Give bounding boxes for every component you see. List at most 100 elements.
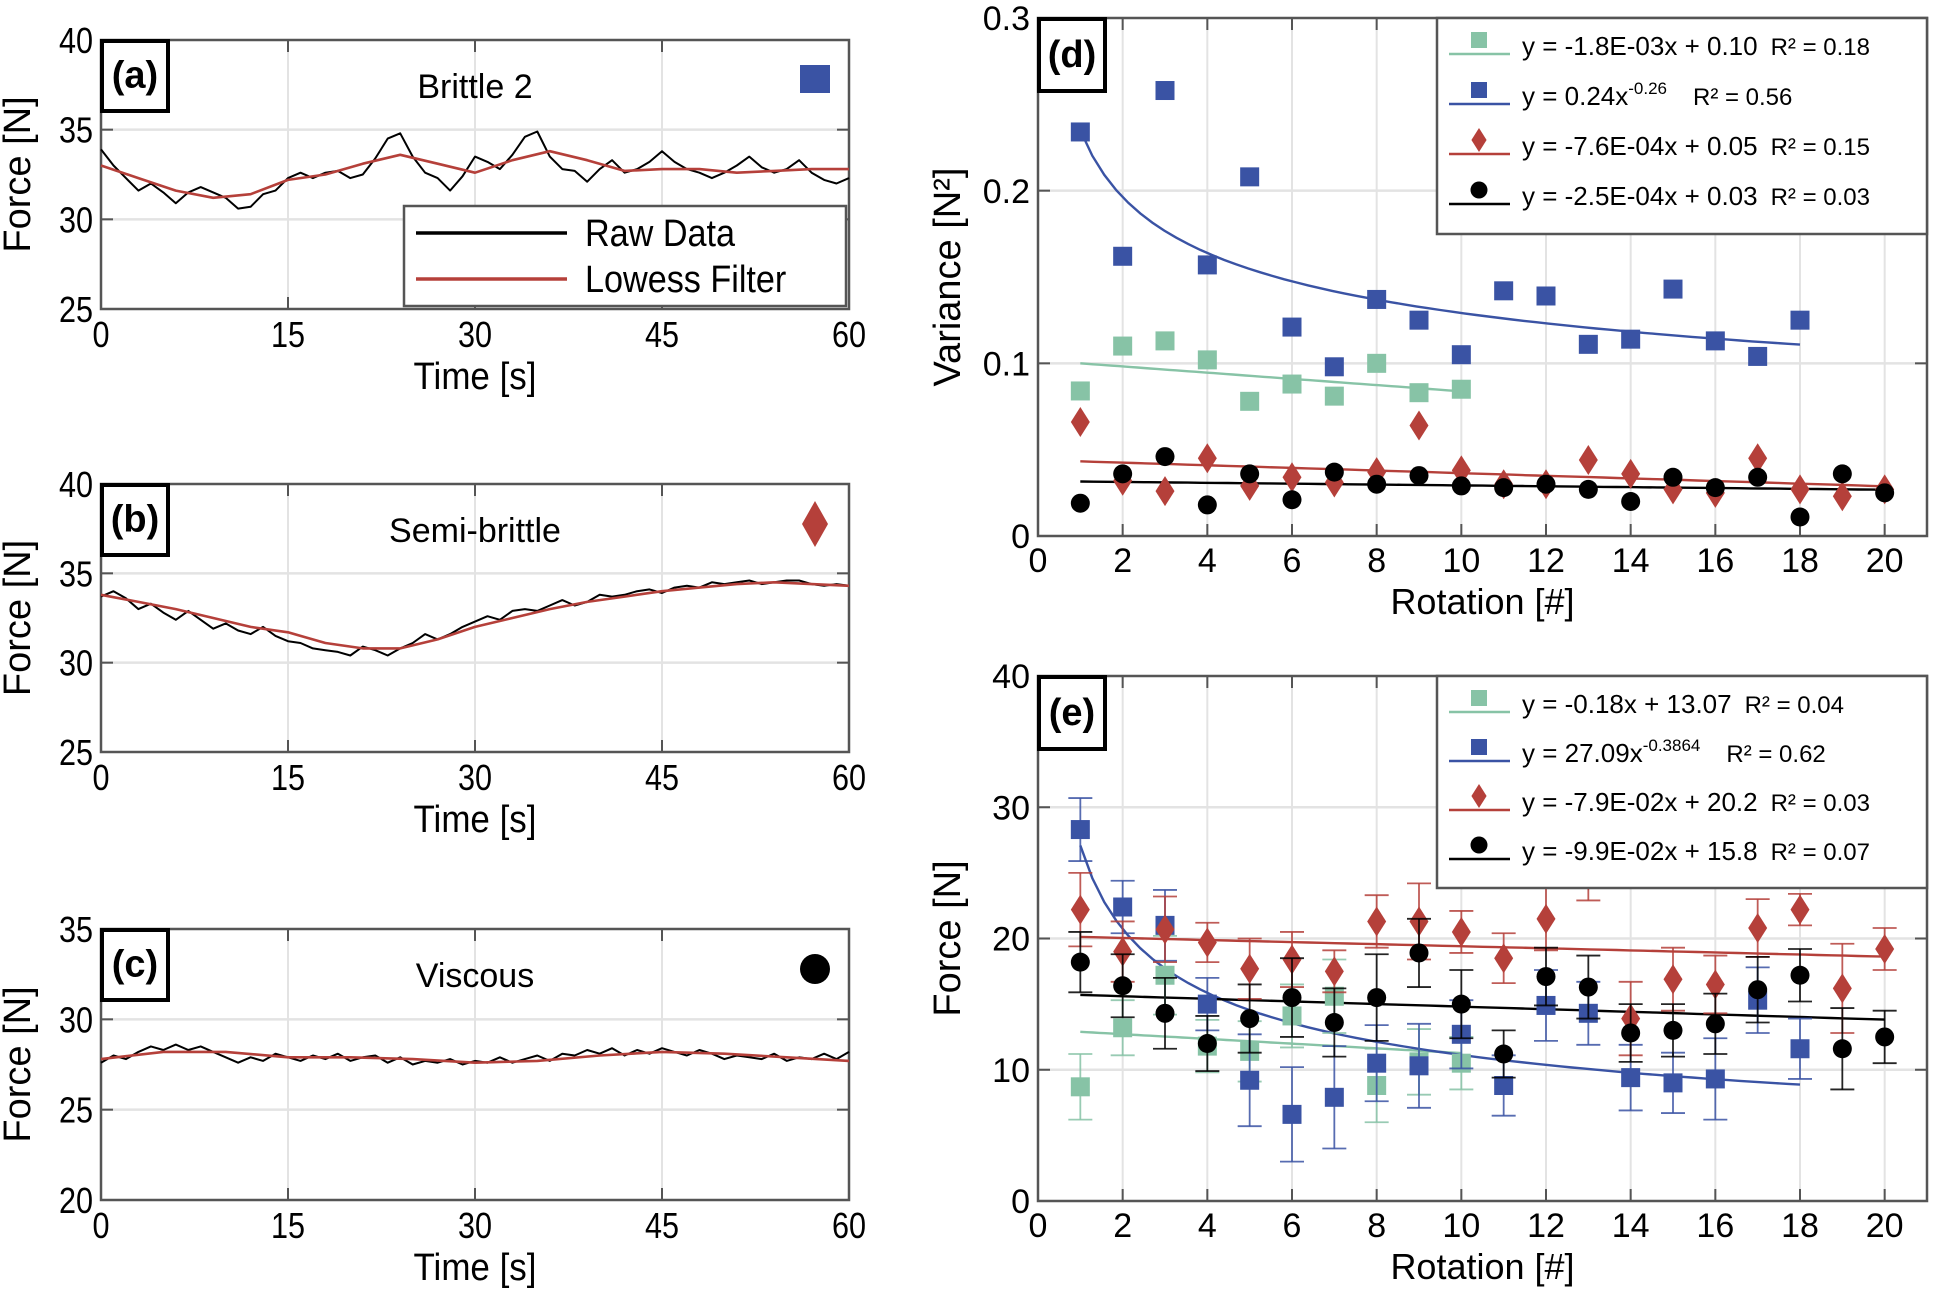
x-axis-label: Time [s] — [414, 798, 537, 841]
legend-marker-red-icon — [1471, 784, 1487, 808]
data-point-green — [1113, 1018, 1133, 1038]
y-axis-label: Force [N] — [927, 860, 969, 1016]
panel-title: Semi-brittle — [389, 512, 561, 550]
data-point-red — [1748, 443, 1768, 474]
x-tick-label: 18 — [1781, 542, 1819, 580]
legend-equation-text: y = -2.5E-04x + 0.03 — [1522, 181, 1758, 211]
y-tick-label: 35 — [59, 111, 93, 151]
data-point-blue — [1748, 346, 1768, 366]
data-point-red — [1155, 476, 1175, 507]
data-point-green — [1240, 391, 1260, 411]
data-point-black — [1367, 474, 1387, 494]
data-point-black — [1155, 1003, 1175, 1023]
legend-box — [402, 204, 848, 308]
data-point-blue — [1705, 1069, 1725, 1089]
data-point-red — [1282, 462, 1302, 493]
x-tick-label: 15 — [271, 316, 305, 356]
panel-label-box — [100, 928, 170, 1002]
data-point-blue — [1790, 1039, 1810, 1059]
x-tick-label: 45 — [645, 759, 679, 799]
lowess-filter-line — [100, 580, 850, 650]
data-point-red — [1748, 913, 1768, 943]
data-point-black — [1197, 495, 1217, 515]
legend-spacer — [1732, 689, 1745, 719]
x-tick-label: 10 — [1442, 1207, 1480, 1245]
data-point-blue — [1070, 820, 1090, 840]
data-point-red — [1790, 894, 1810, 925]
legend-spacer — [1758, 836, 1771, 866]
y-axis-label: Force [N] — [0, 986, 39, 1142]
legend-spacer — [1667, 81, 1693, 111]
data-point-black — [1705, 1014, 1725, 1034]
legend-equation-exponent: -0.26 — [1628, 79, 1667, 98]
fit-line-blue — [1079, 129, 1801, 346]
panel-title: Brittle 2 — [417, 68, 532, 106]
x-tick-label: 60 — [832, 316, 866, 356]
fit-line-green — [1080, 362, 1462, 393]
y-tick-label: 25 — [59, 1091, 93, 1131]
y-tick-label: 20 — [992, 921, 1030, 959]
data-point-red — [1578, 445, 1598, 476]
panel-e-force: 0 2 4 6 8 10 12 14 16 18 20 0 10 20 30 40 Rotation [#] Fo… — [927, 658, 1929, 1287]
y-tick-label: 0.3 — [983, 0, 1030, 38]
legend-equation: y = 27.09x-0.3864 R² = 0.62 — [1522, 736, 1826, 768]
y-tick-label: 10 — [992, 1052, 1030, 1090]
data-point-red — [1070, 894, 1090, 925]
x-tick-label: 14 — [1612, 542, 1650, 580]
panel-label-box — [100, 483, 170, 557]
x-axis-label: Time [s] — [414, 1246, 537, 1289]
panel-b-semi-brittle: 0 15 30 45 60 25 30 35 40 Time [s] Force [N] (b) Sem… — [0, 466, 866, 841]
x-tick-label: 16 — [1696, 1207, 1734, 1245]
data-point-black — [1155, 447, 1175, 467]
x-tick-label: 30 — [458, 759, 492, 799]
data-point-green — [1070, 381, 1090, 401]
data-point-red — [1832, 973, 1852, 1004]
data-point-green — [1113, 336, 1133, 356]
legend-marker-blue-icon — [1471, 739, 1487, 755]
y-tick-label: 40 — [992, 658, 1030, 696]
legend-equation: y = -2.5E-04x + 0.03 R² = 0.03 — [1522, 181, 1870, 211]
legend-spacer — [1758, 31, 1771, 61]
legend-r2: R² = 0.03 — [1771, 184, 1870, 211]
x-tick-label: 60 — [832, 759, 866, 799]
x-tick-label: 0 — [1029, 542, 1048, 580]
x-tick-label: 14 — [1612, 1207, 1650, 1245]
data-point-green — [1070, 1077, 1090, 1097]
y-tick-label: 30 — [59, 1001, 93, 1041]
data-point-blue — [1494, 1076, 1514, 1095]
data-point-blue — [1324, 357, 1344, 377]
data-point-red — [1070, 407, 1090, 438]
data-point-black — [1578, 479, 1598, 499]
data-point-red — [1155, 914, 1175, 945]
y-tick-label: 35 — [59, 911, 93, 951]
y-tick-label: 25 — [59, 291, 93, 331]
legend-equation: y = 0.24x-0.26 R² = 0.56 — [1522, 79, 1792, 111]
data-point-green — [1409, 383, 1429, 403]
data-point-red — [1197, 927, 1217, 958]
data-point-black — [1113, 464, 1133, 484]
data-point-black — [1409, 466, 1429, 486]
data-point-blue — [1621, 1068, 1641, 1088]
data-point-green — [1282, 374, 1302, 394]
legend-marker-green-icon — [1471, 32, 1487, 48]
lowess-filter-line — [100, 149, 849, 200]
legend-equation-text: y = -9.9E-02x + 15.8 — [1522, 836, 1758, 866]
data-point-blue — [1621, 329, 1641, 349]
x-tick-label: 30 — [458, 316, 492, 356]
lowess-filter-line — [100, 1050, 850, 1064]
x-tick-label: 4 — [1198, 542, 1217, 580]
data-point-green — [1155, 965, 1175, 985]
data-point-blue — [1536, 286, 1556, 306]
data-point-black — [1494, 478, 1514, 498]
data-point-black — [1790, 965, 1810, 985]
data-point-black — [1409, 943, 1429, 963]
x-tick-label: 2 — [1113, 542, 1132, 580]
data-point-red — [1705, 969, 1725, 1000]
data-point-red — [1663, 964, 1683, 995]
data-point-black — [1240, 464, 1260, 484]
data-point-black — [1621, 491, 1641, 511]
legend-equation: y = -7.6E-04x + 0.05 R² = 0.15 — [1522, 131, 1870, 161]
data-point-red — [1113, 936, 1133, 967]
x-tick-label: 30 — [458, 1207, 492, 1247]
y-tick-label: 35 — [59, 555, 93, 595]
